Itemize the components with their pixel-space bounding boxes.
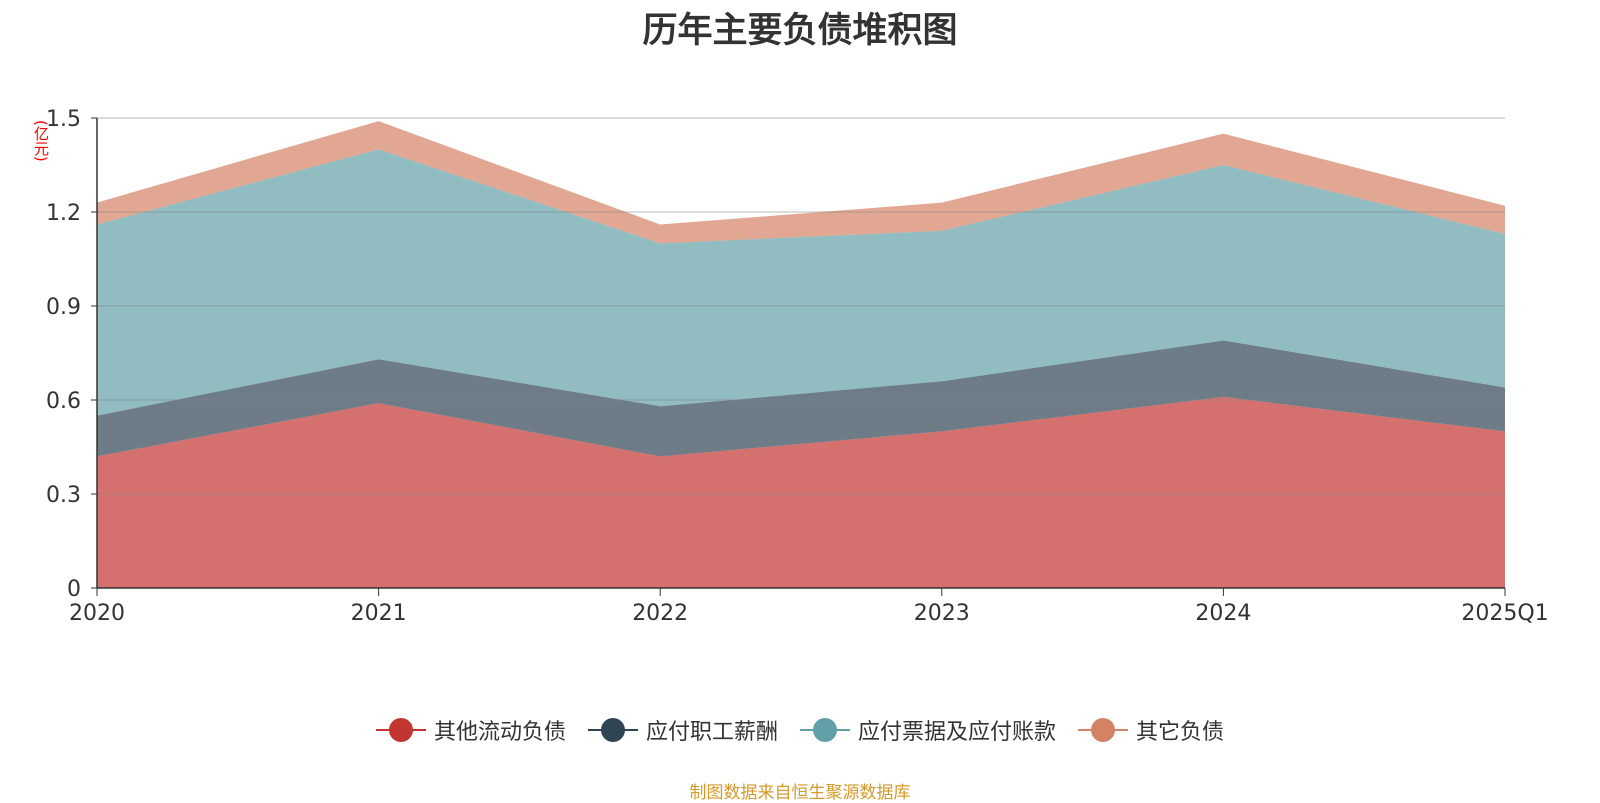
y-tick-label: 0 bbox=[67, 577, 81, 602]
legend-item[interactable]: 其它负债 bbox=[1078, 714, 1224, 746]
y-tick-label: 1.2 bbox=[46, 201, 81, 226]
area-series-3 bbox=[97, 121, 1505, 244]
legend-label: 其他流动负债 bbox=[433, 720, 566, 745]
chart-title: 历年主要负债堆积图 bbox=[642, 11, 958, 51]
legend-item[interactable]: 其他流动负债 bbox=[375, 714, 566, 746]
x-tick-label: 2024 bbox=[1195, 601, 1251, 626]
legend-marker-icon bbox=[587, 718, 638, 742]
y-axis-unit-label: (亿元) bbox=[32, 120, 50, 162]
legend-item[interactable]: 应付职工薪酬 bbox=[587, 714, 778, 746]
legend-label: 应付票据及应付账款 bbox=[858, 720, 1057, 745]
area-series-0 bbox=[97, 396, 1505, 588]
axes: 0 0.3 0.6 0.9 1.2 1.5 2020 2021 2022 2023 2024 2025… bbox=[46, 107, 1549, 626]
legend: 其他流动负债 应付职工薪酬 应付票据及应付账款 其它负债 bbox=[0, 714, 1600, 746]
x-tick-label: 2022 bbox=[632, 601, 688, 626]
x-tick-label: 2023 bbox=[914, 601, 970, 626]
y-tick-label: 0.6 bbox=[46, 389, 81, 414]
legend-marker-icon bbox=[800, 718, 850, 742]
x-tick-label: 2025Q1 bbox=[1461, 601, 1548, 626]
legend-marker-icon bbox=[375, 718, 426, 742]
x-tick-label: 2020 bbox=[69, 601, 125, 626]
source-note: 制图数据来自恒生聚源数据库 bbox=[689, 783, 911, 803]
x-tick-label: 2021 bbox=[351, 601, 407, 626]
y-tick-label: 0.9 bbox=[46, 295, 81, 320]
y-tick-label: 1.5 bbox=[46, 107, 81, 132]
area-series-2 bbox=[97, 149, 1505, 416]
legend-label: 其它负债 bbox=[1136, 720, 1225, 745]
area-series-1 bbox=[97, 340, 1505, 457]
legend-marker-icon bbox=[1078, 718, 1129, 742]
y-tick-label: 0.3 bbox=[46, 483, 81, 508]
legend-label: 应付职工薪酬 bbox=[645, 720, 778, 745]
stacked-areas bbox=[97, 121, 1505, 588]
legend-item[interactable]: 应付票据及应付账款 bbox=[800, 714, 1056, 746]
